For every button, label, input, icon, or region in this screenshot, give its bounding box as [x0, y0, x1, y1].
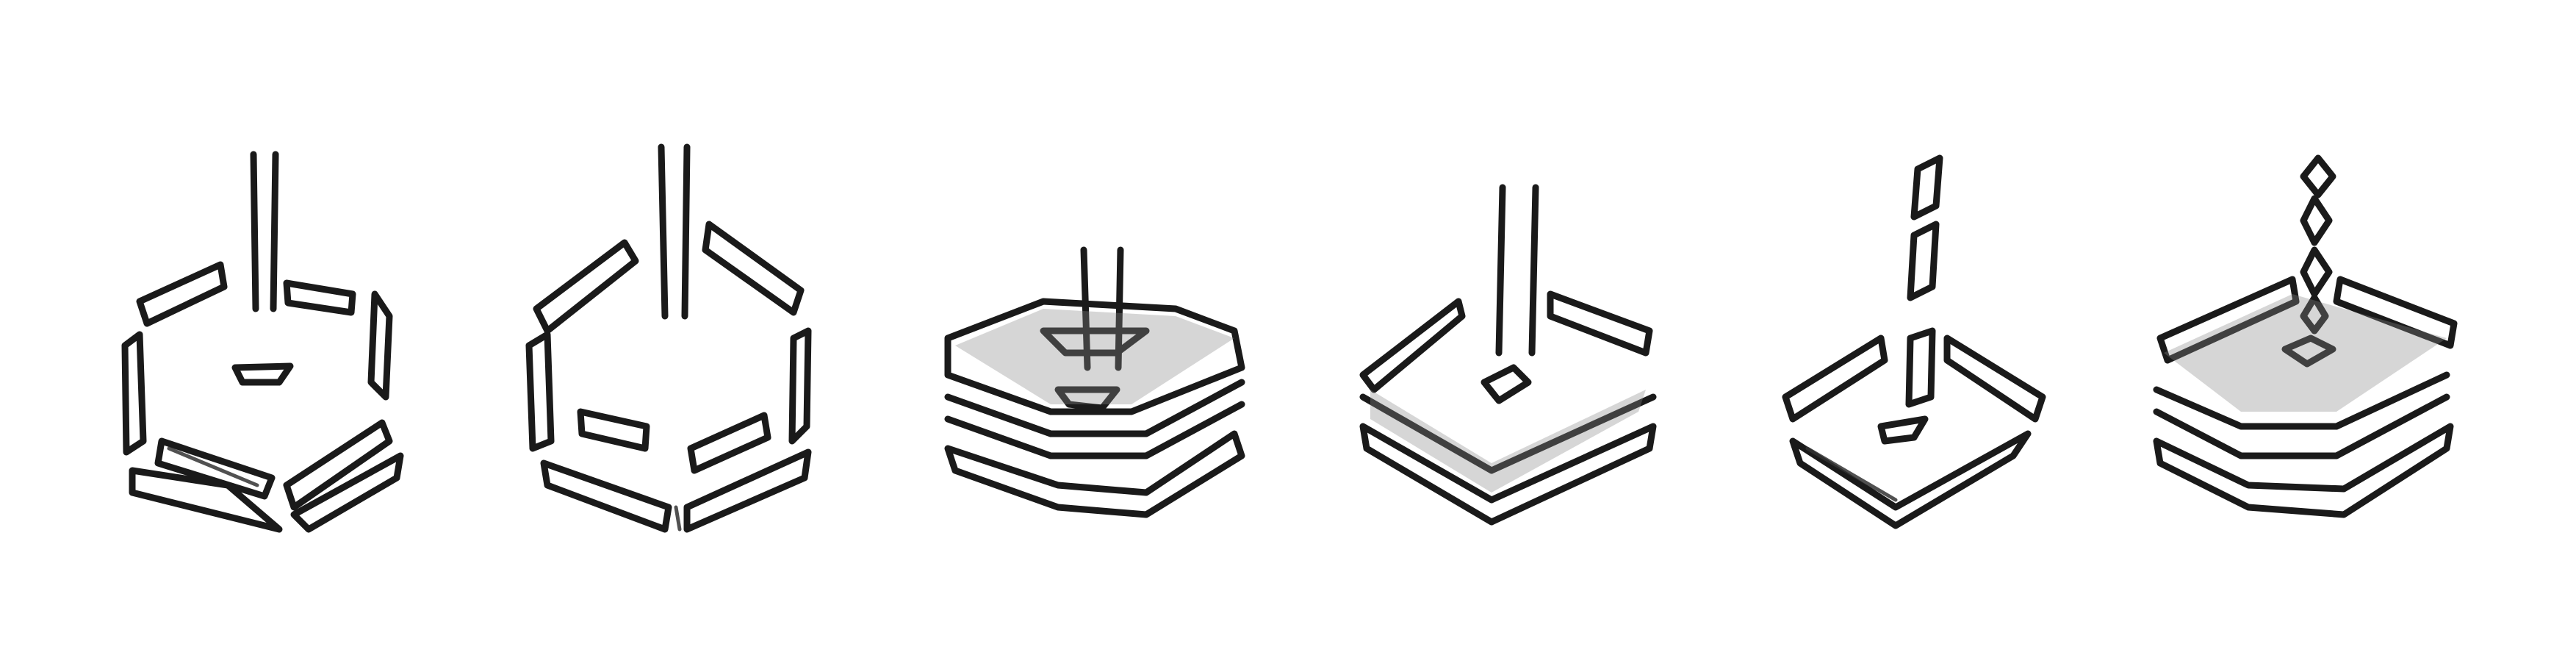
- sketch-form-6: [2153, 154, 2458, 518]
- sketch-form-3: [944, 246, 1245, 518]
- sketch-form-2: [525, 143, 812, 533]
- sketch-form-1: [121, 151, 404, 533]
- sketch-form-4: [1359, 184, 1657, 526]
- sketch-form-5: [1782, 154, 2046, 529]
